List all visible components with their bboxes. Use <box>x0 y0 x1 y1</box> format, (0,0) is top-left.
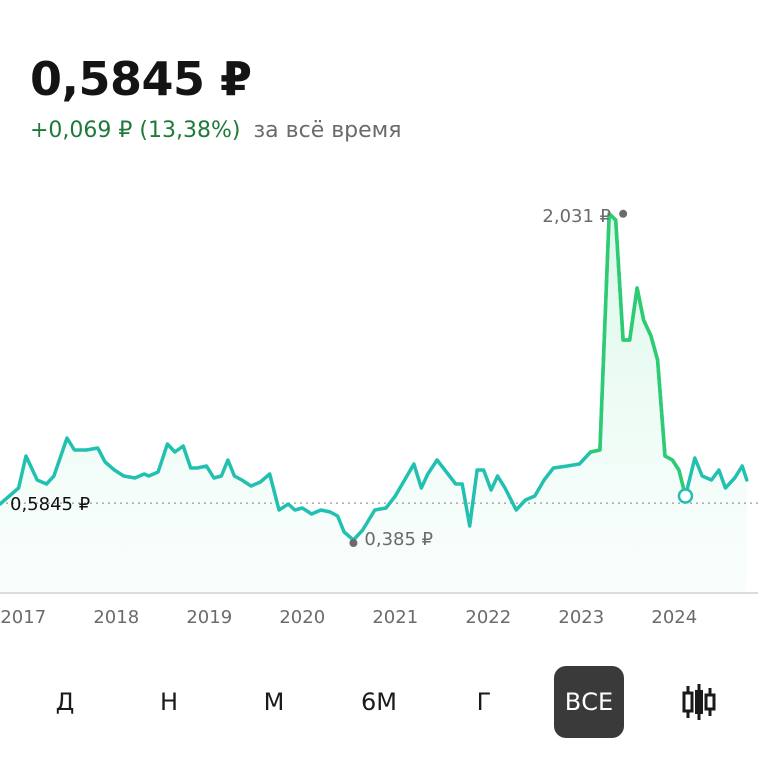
hover-point-marker <box>677 488 694 504</box>
current-price: 0,5845 ₽ <box>30 52 252 106</box>
x-axis-tick-label: 2022 <box>465 607 511 628</box>
min-point-marker <box>349 539 358 547</box>
x-axis-tick-label: 2021 <box>372 607 418 628</box>
current-value-label: 0,5845 ₽ <box>10 494 90 515</box>
x-axis-tick-label: 2017 <box>0 607 46 628</box>
chart-area-fill <box>0 213 747 594</box>
timeframe-week-button[interactable]: Н <box>159 688 179 716</box>
candlestick-icon[interactable] <box>664 666 734 738</box>
timeframe-year-button[interactable]: Г <box>476 688 492 716</box>
min-value-label: 0,385 ₽ <box>364 529 433 550</box>
timeframe-all-button[interactable]: ВСЕ <box>554 666 624 738</box>
timeframe-day-button[interactable]: Д <box>55 688 75 716</box>
x-axis-tick-label: 2020 <box>279 607 325 628</box>
price-series-highlight <box>588 212 688 498</box>
x-axis-tick-label: 2024 <box>651 607 697 628</box>
x-axis-tick-label: 2019 <box>186 607 232 628</box>
price-change-period: за всё время <box>253 118 402 143</box>
candlestick-icon-glyph <box>682 684 716 720</box>
timeframe-month-button[interactable]: М <box>263 688 285 716</box>
x-axis-tick-label: 2018 <box>93 607 139 628</box>
max-point-marker <box>619 209 628 218</box>
price-line-chart[interactable]: 2,031 ₽ 0,385 ₽ 0,5845 ₽ 2017 2018 2019 2020 2… <box>0 160 758 638</box>
max-value-label: 2,031 ₽ <box>542 206 611 227</box>
price-change: +0,069 ₽ (13,38%) <box>30 118 241 143</box>
x-axis-tick-label: 2023 <box>558 607 604 628</box>
timeframe-6month-button[interactable]: 6М <box>361 688 397 716</box>
timeframe-selector: Д Н М 6М Г ВСЕ <box>0 666 758 740</box>
price-change-row: +0,069 ₽ (13,38%) за всё время <box>30 118 402 143</box>
